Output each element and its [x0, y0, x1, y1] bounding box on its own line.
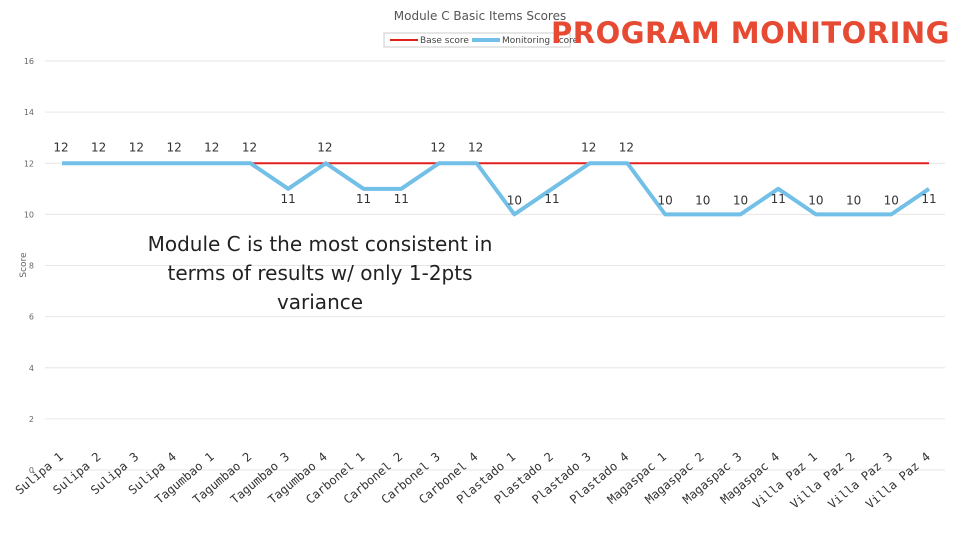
data-label: 12 [91, 140, 106, 154]
chart-title: Module C Basic Items Scores [394, 9, 566, 23]
legend-entry: Monitoring Score [502, 36, 579, 46]
y-tick-label: 6 [29, 313, 34, 322]
data-label: 11 [544, 192, 559, 206]
data-label: 12 [468, 140, 483, 154]
data-label: 11 [356, 192, 371, 206]
y-tick-label: 4 [29, 364, 34, 373]
x-tick-label: Villa Paz 4 [863, 450, 933, 512]
data-label: 10 [846, 193, 861, 207]
data-label: 10 [808, 193, 823, 207]
data-label: 10 [507, 193, 522, 207]
x-tick-label: Villa Paz 1 [750, 450, 820, 512]
data-label: 10 [657, 193, 672, 207]
data-label: 11 [281, 192, 296, 206]
data-label: 10 [884, 193, 899, 207]
x-tick-label: Villa Paz 3 [825, 450, 895, 512]
data-label: 11 [921, 192, 936, 206]
data-label: 10 [733, 193, 748, 207]
chart-annotation: Module C is the most consistent in terms… [147, 232, 493, 314]
data-label: 12 [53, 140, 68, 154]
y-tick-label: 2 [29, 415, 34, 424]
y-tick-label: 12 [24, 159, 34, 168]
series-lines [62, 161, 931, 217]
data-labels: 12 12 12 12 12 12 11 12 11 11 12 12 10 11 12 12 10 10 10 11… [53, 140, 936, 207]
x-tick-label: Villa Paz 2 [788, 450, 858, 512]
data-label: 12 [430, 140, 445, 154]
data-label: 12 [242, 140, 257, 154]
data-label: 12 [581, 140, 596, 154]
data-label: 11 [394, 192, 409, 206]
data-label: 10 [695, 193, 710, 207]
y-tick-label: 8 [29, 262, 34, 271]
series-line-monitoring-score [62, 161, 931, 217]
program-monitoring-title: PROGRAM MONITORING [551, 16, 950, 50]
data-label: 12 [619, 140, 634, 154]
y-axis-ticks: 0 2 4 6 8 10 12 14 16 [24, 57, 34, 475]
y-tick-label: 0 [29, 466, 34, 475]
data-label: 12 [129, 140, 144, 154]
y-tick-label: 10 [24, 210, 34, 219]
data-label: 12 [204, 140, 219, 154]
y-tick-label: 16 [24, 57, 34, 66]
y-tick-label: 14 [24, 108, 34, 117]
data-label: 11 [771, 192, 786, 206]
legend-entry: Base score [420, 36, 469, 46]
data-label: 12 [166, 140, 181, 154]
chart-legend: Base score Monitoring Score [383, 32, 579, 48]
y-axis-label: Score [19, 252, 29, 278]
data-label: 12 [317, 140, 332, 154]
